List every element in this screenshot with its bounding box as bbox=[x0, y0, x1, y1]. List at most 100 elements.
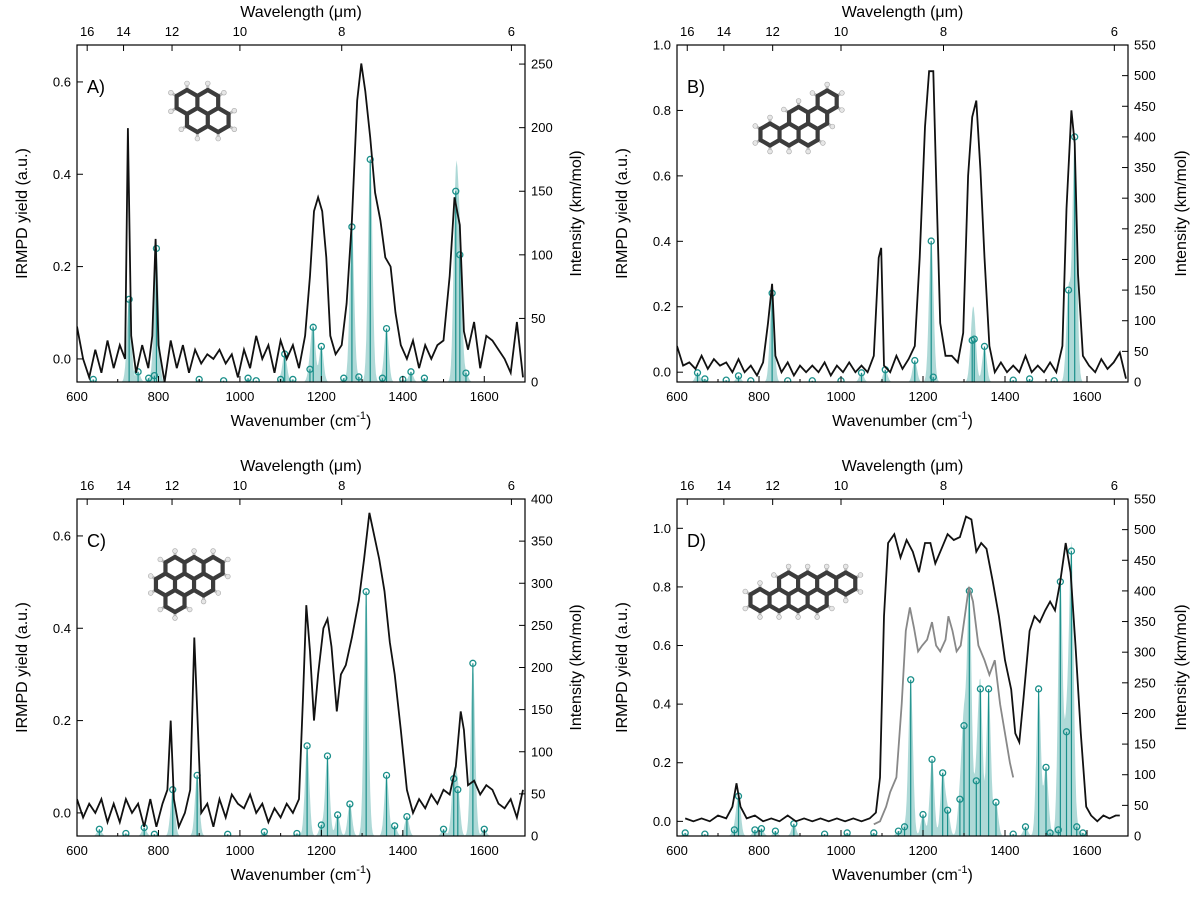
cc-bond bbox=[758, 121, 773, 132]
hydrogen-atom bbox=[776, 614, 782, 620]
cc-bond bbox=[796, 570, 810, 581]
theory-stick-marker bbox=[939, 769, 947, 777]
hydrogen-atom bbox=[157, 556, 163, 563]
coronene-fragment-icon bbox=[148, 548, 231, 621]
hydrogen-atom bbox=[200, 598, 207, 605]
top-axis-label-text: Wavelength ( bbox=[842, 4, 936, 21]
hydrogen-atom bbox=[786, 148, 792, 155]
theory-stick-marker bbox=[1009, 376, 1017, 382]
hydrogen-atom bbox=[843, 563, 849, 570]
hydrogen-atom bbox=[805, 148, 811, 155]
hydrogen-atom bbox=[225, 573, 231, 580]
y2-tick-label: 250 bbox=[1134, 675, 1156, 690]
y2-tick-label: 500 bbox=[1134, 68, 1156, 83]
y2-tick-label: 50 bbox=[531, 786, 545, 801]
cc-bond bbox=[182, 554, 197, 565]
theory-stick-marker bbox=[928, 755, 936, 764]
hydrogen-atom bbox=[771, 572, 777, 578]
theory-stick-marker bbox=[195, 375, 203, 382]
y2-tick-label: 150 bbox=[1134, 737, 1156, 752]
x-tick-label: 800 bbox=[148, 389, 170, 404]
top-tick-label: 8 bbox=[338, 478, 345, 493]
cc-bond bbox=[191, 587, 206, 598]
cc-bond bbox=[796, 137, 811, 148]
theory-stick-marker bbox=[1073, 823, 1081, 831]
top-axis-label-mu: μ bbox=[334, 4, 343, 21]
hydrogen-atom bbox=[785, 563, 792, 570]
y-tick-label: 0.0 bbox=[53, 351, 71, 366]
theory-stick-marker bbox=[334, 811, 342, 819]
theory-stick-marker bbox=[1067, 547, 1076, 555]
plot-frame bbox=[676, 498, 1129, 837]
theory-stick-marker bbox=[956, 795, 964, 803]
hydrogen-atom bbox=[172, 615, 178, 621]
theory-stick-marker bbox=[355, 373, 363, 381]
top-tick-label: 6 bbox=[1111, 478, 1118, 493]
theory-stick-marker bbox=[323, 752, 332, 760]
y-tick-label: 1.0 bbox=[653, 521, 671, 536]
theory-stick-marker bbox=[747, 377, 755, 382]
y2-tick-label: 350 bbox=[1134, 614, 1156, 629]
experiment-line bbox=[677, 70, 1127, 379]
top-tick-label: 6 bbox=[508, 478, 515, 493]
y2-tick-label: 350 bbox=[531, 534, 553, 549]
top-tick-label: 16 bbox=[680, 24, 694, 39]
hydrogen-atom bbox=[178, 126, 184, 133]
y2-tick-label: 50 bbox=[1134, 344, 1148, 359]
theory-stick-marker bbox=[980, 342, 989, 351]
hydrogen-atom bbox=[172, 548, 178, 554]
hydrogen-atom bbox=[231, 126, 237, 133]
theory-stick-marker bbox=[784, 377, 792, 382]
x-tick-label: 800 bbox=[748, 389, 770, 404]
top-tick-label: 10 bbox=[834, 24, 848, 39]
hydrogen-atom bbox=[184, 80, 190, 87]
theory-stick-marker bbox=[734, 372, 743, 380]
y-tick-label: 0.2 bbox=[53, 713, 71, 728]
top-tick-label: 10 bbox=[233, 24, 247, 39]
theory-stick-marker bbox=[366, 155, 374, 164]
y2-tick-label: 200 bbox=[531, 660, 553, 675]
top-axis-label: Wavelength (μm) bbox=[842, 4, 964, 21]
hydrogen-atom bbox=[168, 108, 174, 115]
y-tick-label: 0.0 bbox=[53, 805, 71, 820]
pyrene-derivative-icon bbox=[752, 81, 845, 155]
y2-tick-label: 100 bbox=[531, 247, 553, 262]
theory-stick-marker bbox=[771, 827, 780, 835]
x-axis-label-close: ) bbox=[968, 413, 973, 430]
y-tick-label: 0.4 bbox=[53, 621, 71, 636]
y2-tick-label: 400 bbox=[1134, 129, 1156, 144]
theory-stick-marker bbox=[89, 375, 97, 382]
cc-bond bbox=[776, 570, 791, 581]
panel-label: D) bbox=[687, 531, 706, 551]
x-axis-label: Wavenumber (cm-1) bbox=[832, 410, 973, 430]
y2-tick-label: 350 bbox=[1134, 160, 1156, 175]
theory-stick-marker bbox=[462, 369, 470, 377]
y-tick-label: 0.0 bbox=[653, 365, 671, 380]
hydrogen-atom bbox=[843, 597, 849, 604]
hydrogen-atom bbox=[823, 563, 830, 570]
hydrogen-atom bbox=[191, 548, 197, 554]
top-tick-label: 16 bbox=[680, 478, 694, 493]
hydrogen-atom bbox=[829, 123, 836, 130]
x-axis-label-text: Wavenumber (cm bbox=[231, 867, 357, 884]
hydrogen-atom bbox=[824, 81, 830, 88]
hydrogen-atom bbox=[809, 90, 816, 96]
y-tick-label: 0.0 bbox=[653, 814, 671, 829]
top-axis-label-mu: μ bbox=[935, 458, 944, 475]
theory-stick-marker bbox=[857, 369, 866, 377]
hydrogen-atom bbox=[205, 80, 211, 87]
x-tick-label: 1000 bbox=[827, 389, 856, 404]
cc-bond bbox=[174, 87, 190, 99]
theory-stick-marker bbox=[976, 685, 985, 693]
hydrogen-atom bbox=[857, 589, 864, 595]
x-axis-label-text: Wavenumber (cm bbox=[832, 867, 958, 884]
theory-stick-marker bbox=[751, 826, 759, 834]
theory-stick-marker bbox=[391, 822, 399, 830]
top-axis-label-unit: m) bbox=[945, 4, 964, 21]
theory-stick-marker bbox=[820, 830, 829, 836]
hydrogen-atom bbox=[795, 614, 801, 620]
y-tick-label: 0.6 bbox=[53, 528, 71, 543]
top-axis-label: Wavelength (μm) bbox=[842, 458, 964, 475]
